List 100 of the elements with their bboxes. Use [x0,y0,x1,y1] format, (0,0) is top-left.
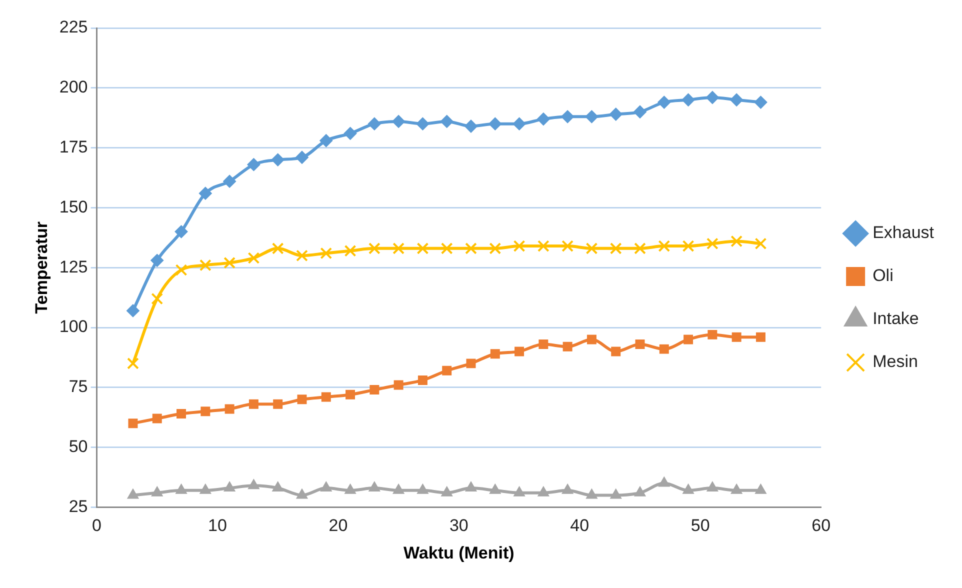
point [199,259,212,272]
point [176,409,186,418]
point [538,340,548,350]
point [320,134,333,148]
point [442,366,452,376]
point [514,486,525,496]
point [248,399,258,409]
point [344,484,356,494]
y-tick-label: 125 [59,257,88,276]
point [198,186,212,200]
x-tick-label: 30 [449,516,468,536]
point [151,486,163,496]
point [370,385,380,395]
point [465,482,477,492]
y-tick-label: 175 [59,137,88,156]
point [586,488,598,499]
point [537,240,550,252]
point [634,486,646,496]
point [151,292,164,305]
point [150,254,164,267]
point [635,340,645,350]
point [585,110,598,124]
point [561,110,574,124]
y-tick-label: 225 [59,18,88,37]
point [344,126,357,140]
point [562,484,574,494]
point [610,488,622,499]
point [392,114,406,128]
point [465,242,477,254]
y-tick-label: 25 [68,496,88,516]
point [126,304,140,318]
point [296,250,308,262]
point [706,90,719,104]
point [224,404,234,414]
point [708,330,718,340]
point [512,117,526,130]
point [441,486,453,496]
point [176,484,187,494]
point [247,158,260,172]
point [368,117,381,130]
point [633,105,646,118]
x-tick-label: 50 [690,516,710,536]
point [418,375,428,385]
legend-label: Intake [872,309,919,328]
point [682,93,695,106]
y-tick-label: 200 [59,78,88,97]
point [489,242,502,254]
y-axis-title: Temperatur [32,221,51,314]
point [295,150,308,164]
x-tick-label: 20 [328,516,348,536]
point [464,120,478,133]
point [368,482,380,492]
point [730,484,742,494]
point [609,108,622,121]
point [658,240,670,252]
point [538,486,550,496]
point [417,484,428,494]
x-tick-label: 10 [208,516,227,536]
point [488,117,502,130]
point [175,264,188,276]
x-axis-title: Waktu (Menit) [404,543,514,562]
y-tick-label: 150 [59,197,88,216]
point [272,242,284,254]
legend-label: Exhaust [872,223,934,242]
point [514,346,524,356]
point [416,117,430,130]
point [127,488,139,499]
point [297,394,307,404]
point [610,242,622,254]
x-tick-label: 40 [570,516,590,536]
point [346,390,356,400]
point [658,476,670,487]
point [272,482,284,492]
y-tick-label: 100 [59,317,88,336]
point [440,242,453,254]
point [200,484,212,494]
point [273,399,283,409]
point [562,240,574,252]
legend-label: Oli [872,266,894,286]
point [586,334,596,344]
point [416,242,429,254]
point [490,349,500,359]
point [755,484,766,494]
point [392,242,405,254]
point [513,240,526,252]
point [394,380,404,390]
point [659,344,669,354]
point [128,418,138,428]
point [200,406,210,416]
point [682,484,694,494]
point [466,358,476,368]
point [223,174,236,188]
point [344,244,356,257]
point [152,414,162,424]
point [730,235,743,248]
point [756,332,766,342]
point [271,153,284,166]
point [296,488,308,499]
point [224,482,236,492]
point [536,112,550,126]
